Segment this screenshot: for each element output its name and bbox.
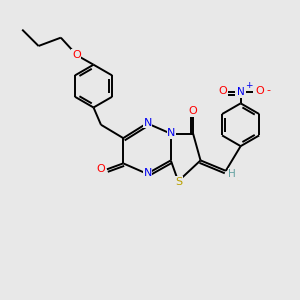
Text: O: O [255, 86, 264, 96]
Text: N: N [143, 118, 152, 128]
Text: N: N [143, 168, 152, 178]
Text: O: O [189, 106, 197, 116]
Text: N: N [167, 128, 176, 138]
Text: O: O [218, 86, 227, 96]
Text: N: N [237, 87, 244, 97]
Text: +: + [245, 81, 253, 90]
Text: O: O [72, 50, 81, 60]
Text: H: H [229, 169, 236, 179]
Text: -: - [266, 85, 270, 95]
Text: S: S [175, 177, 182, 187]
Text: O: O [96, 164, 105, 174]
